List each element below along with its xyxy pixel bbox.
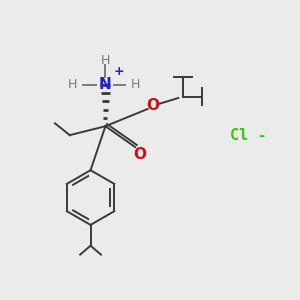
Text: O: O	[146, 98, 160, 113]
Text: H: H	[130, 78, 140, 91]
Text: N: N	[99, 77, 112, 92]
Text: +: +	[113, 65, 124, 78]
Text: H: H	[101, 54, 110, 67]
Text: Cl -: Cl -	[230, 128, 266, 142]
Text: O: O	[133, 147, 146, 162]
Text: H: H	[68, 78, 77, 91]
